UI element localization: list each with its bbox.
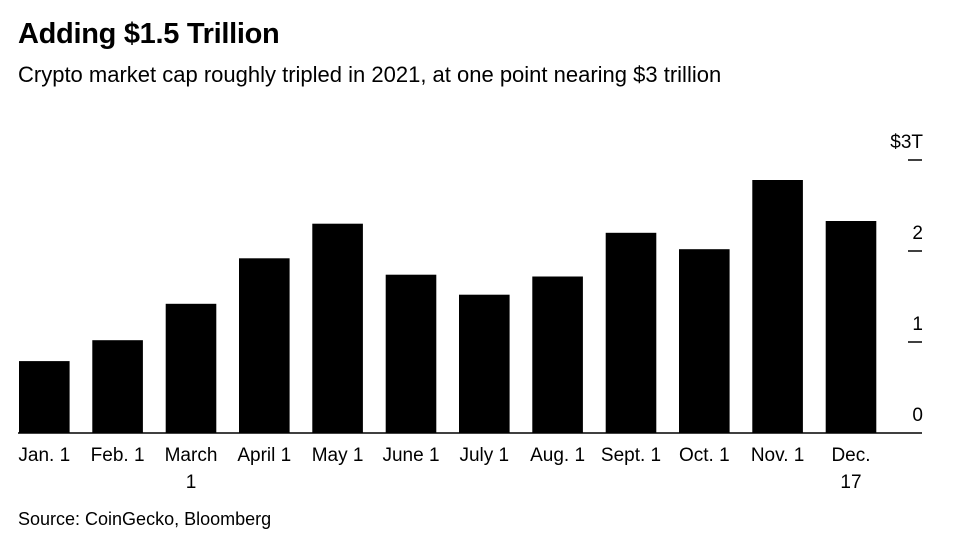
x-tick-label-10: Nov. 1 — [751, 445, 805, 466]
x-tick-label-7: Aug. 1 — [530, 445, 585, 466]
bar-10 — [752, 180, 803, 433]
bar-0 — [19, 361, 70, 433]
chart-subtitle: Crypto market cap roughly tripled in 202… — [18, 62, 722, 87]
x-axis-labels: Jan. 1 Feb. 1 March 1 April 1 May 1 June 1 July… — [18, 445, 870, 493]
x-tick-label-5: June 1 — [382, 445, 439, 466]
y-tick-label-3: $3T — [890, 132, 923, 153]
y-axis: 0 1 2 $3T — [890, 132, 923, 426]
bar-2 — [165, 303, 217, 433]
source-note: Source: CoinGecko, Bloomberg — [18, 509, 272, 529]
bar-7 — [532, 276, 583, 433]
x-tick-label-11: Dec. 17 — [831, 445, 870, 493]
bar-6 — [459, 294, 510, 433]
bar-9 — [679, 249, 730, 433]
chart-title: Adding $1.5 Trillion — [18, 18, 280, 50]
bar-3 — [239, 258, 290, 433]
bar-4 — [312, 223, 363, 433]
y-tick-label-1: 1 — [912, 314, 923, 335]
x-tick-label-0: Jan. 1 — [18, 445, 70, 466]
x-tick-label-6: July 1 — [459, 445, 509, 466]
y-tick-label-2: 2 — [912, 223, 923, 244]
bar-1 — [92, 340, 143, 433]
bar-11 — [825, 221, 877, 433]
x-tick-label-8: Sept. 1 — [601, 445, 661, 466]
bar-8 — [605, 232, 657, 433]
bars-group — [19, 180, 877, 433]
y-tick-label-0: 0 — [912, 405, 923, 426]
x-tick-label-4: May 1 — [312, 445, 364, 466]
x-tick-label-3: April 1 — [237, 445, 291, 466]
x-tick-label-1: Feb. 1 — [91, 445, 145, 466]
x-tick-label-2: March 1 — [165, 445, 218, 493]
bar-5 — [385, 274, 437, 433]
x-tick-label-9: Oct. 1 — [679, 445, 730, 466]
